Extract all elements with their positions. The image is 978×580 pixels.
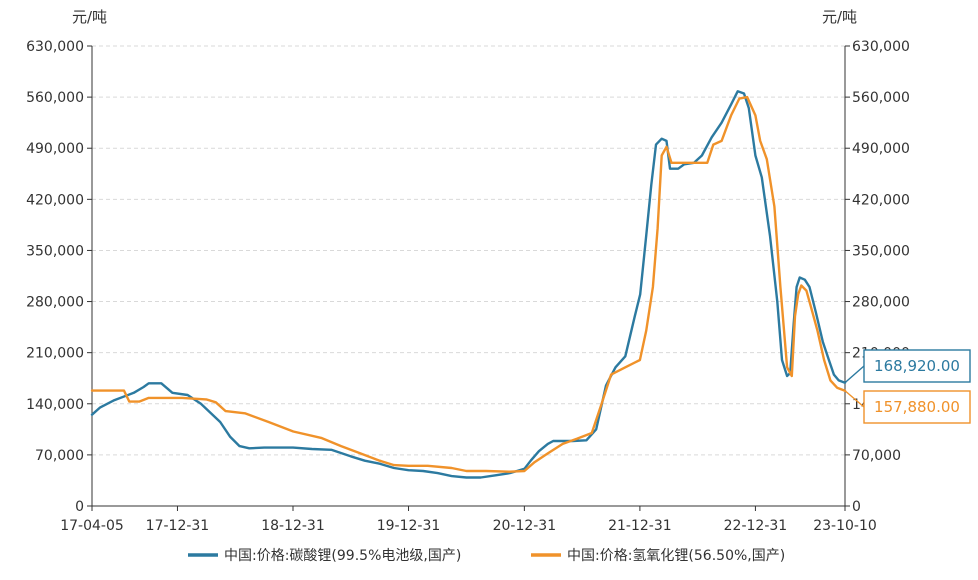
right-y-tick-label: 420,000	[852, 192, 910, 208]
left-y-tick-label: 280,000	[26, 295, 84, 311]
left-y-tick-label: 210,000	[26, 346, 84, 362]
x-tick-label: 20-12-31	[493, 518, 557, 534]
last-value-label: 157,880.00	[874, 398, 960, 416]
callout-leader	[844, 390, 865, 408]
legend-label: 中国:价格:氢氧化锂(56.50%,国产)	[567, 548, 785, 564]
right-y-tick-label: 70,000	[852, 448, 901, 464]
gridlines	[92, 45, 845, 456]
right-y-unit-label: 元/吨	[822, 8, 857, 26]
right-y-tick-label: 350,000	[852, 243, 910, 259]
left-y-tick-label: 420,000	[26, 192, 84, 208]
legend: 中国:价格:碳酸锂(99.5%电池级,国产) 中国:价格:氢氧化锂(56.50%,…	[188, 548, 785, 564]
left-y-tick-label: 490,000	[26, 141, 84, 157]
left-y-tick-label: 630,000	[26, 39, 84, 55]
right-y-tick-label: 560,000	[852, 90, 910, 106]
right-y-tick-label: 490,000	[852, 141, 910, 157]
left-y-unit-label: 元/吨	[72, 8, 107, 26]
callout-box	[863, 390, 971, 424]
left-y-tick-label: 350,000	[26, 243, 84, 259]
x-tick-label: 17-12-31	[146, 518, 210, 534]
left-y-tick-label: 560,000	[26, 90, 84, 106]
x-tick-label: 23-10-10	[813, 518, 877, 534]
x-tick-label: 19-12-31	[377, 518, 441, 534]
legend-label: 中国:价格:碳酸锂(99.5%电池级,国产)	[224, 548, 461, 564]
series-line-lithium-carbonate	[90, 90, 847, 479]
x-tick-label: 17-04-05	[60, 518, 124, 534]
right-y-tick-label: 630,000	[852, 39, 910, 55]
callout-leader	[844, 365, 865, 384]
right-y-tick-label: 280,000	[852, 295, 910, 311]
x-tick-label: 18-12-31	[261, 518, 325, 534]
left-y-tick-label: 140,000	[26, 397, 84, 413]
last-value-callouts: 168,920.00 157,880.00	[844, 349, 971, 424]
right-y-tick-label: 0	[852, 499, 861, 515]
x-tick-label: 21-12-31	[608, 518, 672, 534]
series-line-lithium-hydroxide	[90, 95, 847, 473]
series-lines	[90, 90, 847, 479]
left-y-tick-label: 70,000	[35, 448, 84, 464]
callout-box	[863, 349, 971, 383]
x-tick-label: 22-12-31	[724, 518, 788, 534]
last-value-label: 168,920.00	[874, 357, 960, 375]
left-y-tick-label: 0	[75, 499, 84, 515]
